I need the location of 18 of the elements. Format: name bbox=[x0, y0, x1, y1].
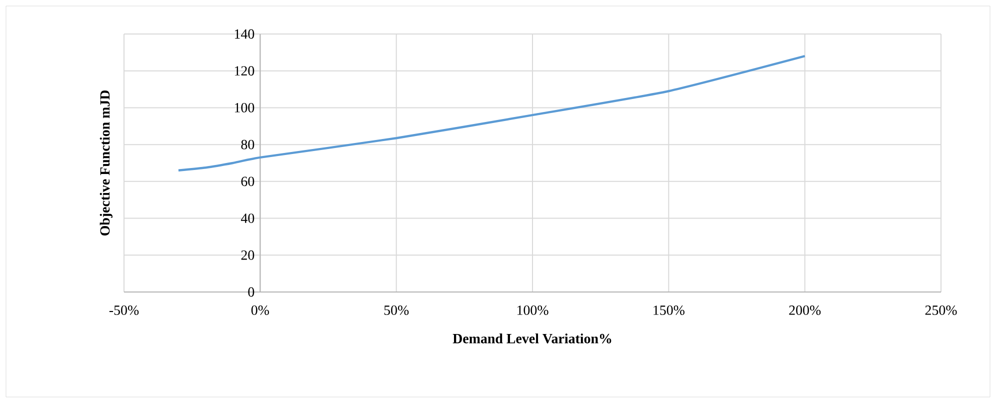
y-tick-label: 0 bbox=[248, 287, 254, 297]
y-tick-label: 140 bbox=[234, 29, 254, 39]
y-tick-label: 40 bbox=[240, 214, 254, 223]
x-axis-title: Demand Level Variation% bbox=[452, 334, 612, 344]
y-tick-label: 80 bbox=[241, 140, 254, 150]
x-tick-label: 0% bbox=[251, 306, 269, 315]
y-tick-label: 120 bbox=[234, 66, 254, 76]
x-tick-label: -50% bbox=[109, 306, 139, 315]
x-tick-label: 150% bbox=[654, 306, 684, 315]
y-tick-label: 20 bbox=[241, 250, 254, 260]
x-tick-label: 50% bbox=[384, 306, 409, 315]
y-axis-title: Objective Function mJD bbox=[100, 90, 112, 236]
x-tick-label: 100% bbox=[517, 306, 548, 315]
line-series bbox=[177, 55, 806, 172]
y-tick-label: 100 bbox=[234, 103, 254, 112]
x-tick-label: 250% bbox=[925, 306, 957, 315]
x-tick-label: 200% bbox=[789, 306, 821, 315]
y-tick-label: 60 bbox=[241, 176, 254, 186]
